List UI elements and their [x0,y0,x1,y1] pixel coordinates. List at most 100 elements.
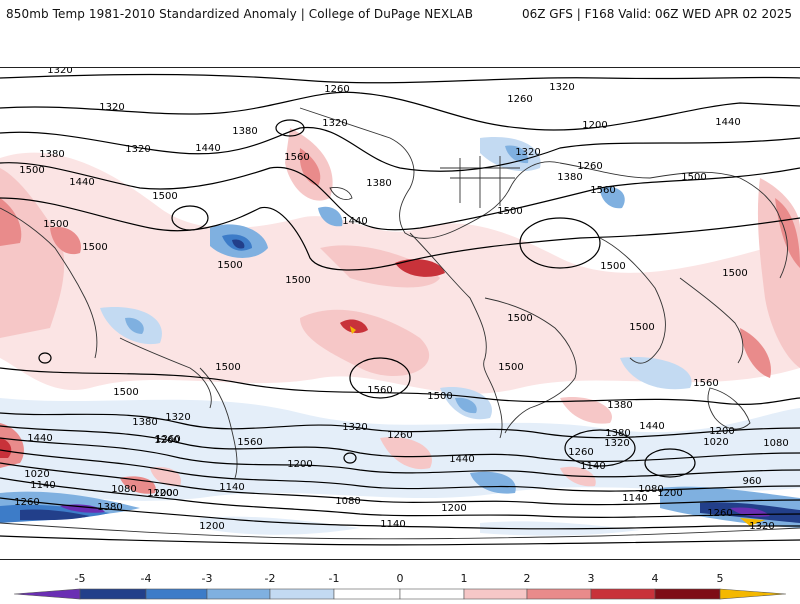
contour-label: 1320 [342,422,367,433]
contour-label: 1200 [199,521,224,532]
scale-tick-label: 2 [524,572,531,585]
contour-label: 1440 [69,177,94,188]
contour-label: 1500 [722,268,747,279]
height-contours [0,73,800,546]
contour-label: 1560 [590,185,615,196]
scale-tick-label: -4 [141,572,152,585]
contour-label: 1260 [324,84,349,95]
scale-swatch [399,588,465,600]
contour-label: 1320 [125,144,150,155]
color-scale-swatches [13,588,787,600]
contour-label: 1320 [749,521,774,532]
contour-label: 1500 [629,322,654,333]
color-scale-bar: -5 -4 -3 -2 -1 0 1 2 3 4 5 [0,570,800,600]
contour-label: 1260 [154,435,179,446]
contour-label: 1440 [195,143,220,154]
contour-label: 1500 [215,362,240,373]
contour-label: 1440 [27,433,52,444]
contour-label: 1140 [622,493,647,504]
contour-label: 1500 [507,313,532,324]
contour-label: 1380 [232,126,257,137]
contour-label: 1080 [111,484,136,495]
model-run-info: 06Z GFS | F168 Valid: 06Z WED APR 02 202… [521,7,792,21]
contour-label: 1200 [709,426,734,437]
scale-tick-label: 0 [397,572,404,585]
scale-tick-label: -5 [75,572,86,585]
contour-label: 1320 [165,412,190,423]
contour-label: 1560 [237,437,262,448]
map-title: 850mb Temp 1981-2010 Standardized Anomal… [6,7,474,21]
contour-label: 1320 [322,118,347,129]
contour-label: 1260 [568,447,593,458]
contour-label: 1440 [449,454,474,465]
contour-label: 1380 [366,178,391,189]
contour-label: 1500 [82,242,107,253]
scale-swatch [654,588,721,600]
contour-label: 1200 [153,488,178,499]
contour-label: 1320 [47,68,72,76]
contour-label: 1260 [577,161,602,172]
contour-label: 1380 [607,400,632,411]
scale-tick-label: -2 [265,572,276,585]
contour-label: 1500 [285,275,310,286]
contour-label: 1380 [605,428,630,439]
scale-tick-label: 5 [717,572,724,585]
scale-swatch [333,588,401,600]
contour-label: 1320 [515,147,540,158]
anomaly-shading [0,128,800,536]
contour-label: 1260 [387,430,412,441]
scale-tick-label: 4 [652,572,659,585]
contour-label: 1500 [43,219,68,230]
contour-label: 1320 [99,102,124,113]
contour-label: 1260 [14,497,39,508]
scale-tick-label: -3 [202,572,213,585]
scale-swatch [526,588,592,600]
contour-labels: 1320 1260 1320 1260 1320 1320 1200 1380 … [14,68,788,532]
header: 850mb Temp 1981-2010 Standardized Anomal… [0,0,800,30]
contour-label: 1140 [219,482,244,493]
scale-tick-label: 1 [461,572,468,585]
contour-label: 1500 [498,362,523,373]
coastlines [0,107,800,540]
contour-label: 1020 [703,437,728,448]
scale-swatch [79,588,147,600]
contour-label: 1200 [582,120,607,131]
contour-label: 1500 [113,387,138,398]
contour-label: 1500 [152,191,177,202]
anomaly-map: 1320 1260 1320 1260 1320 1320 1200 1380 … [0,67,800,560]
color-scale-labels: -5 -4 -3 -2 -1 0 1 2 3 4 5 [75,572,724,585]
contour-label: 1440 [715,117,740,128]
contour-label: 1500 [19,165,44,176]
contour-label: 1320 [604,438,629,449]
contour-label: 1500 [427,391,452,402]
scale-swatch [463,588,528,600]
contour-label: 1080 [638,484,663,495]
contour-label: 1380 [39,149,64,160]
scale-swatch [145,588,208,600]
contour-label: 1260 [155,434,180,445]
contour-label: 1020 [24,469,49,480]
scale-tick-label: -1 [329,572,340,585]
contour-label: 1260 [507,94,532,105]
scale-tick-label: 3 [588,572,595,585]
contour-label: 1140 [580,461,605,472]
contour-label: 1320 [549,82,574,93]
scale-swatch [269,588,335,600]
contour-label: 1500 [681,172,706,183]
scale-swatch [719,588,787,600]
contour-label: 1560 [284,152,309,163]
contour-label: 1440 [342,216,367,227]
contour-label: 1500 [497,206,522,217]
contour-label: 1500 [217,260,242,271]
contour-label: 1140 [30,480,55,491]
contour-label: 1380 [132,417,157,428]
contour-label: 1200 [441,503,466,514]
contour-label: 1140 [380,519,405,530]
contour-label: 1080 [763,438,788,449]
contour-label: 1440 [639,421,664,432]
scale-swatch [206,588,271,600]
contour-label: 1560 [367,385,392,396]
contour-label: 1200 [147,488,172,499]
scale-swatch [590,588,656,600]
contour-label: 1500 [600,261,625,272]
